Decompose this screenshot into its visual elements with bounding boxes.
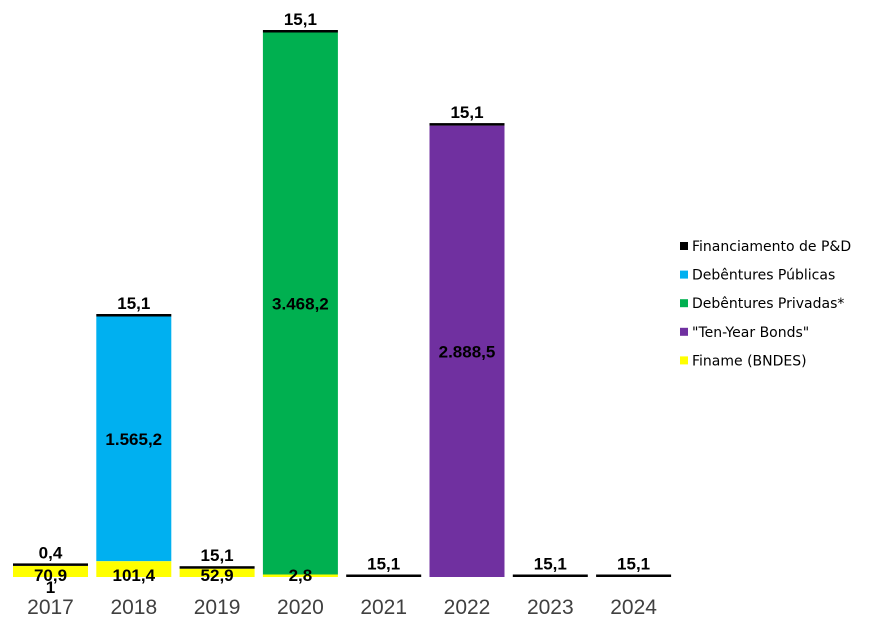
bar-finame-bndes-2020 [262,574,338,577]
x-tick-label-2021: 2021 [360,596,407,618]
data-label-2023-14: 15,1 [534,555,567,574]
bars-group [13,30,672,577]
x-tick-label-2017: 2017 [27,596,74,618]
bar-financiamento-de-p-d-2017 [13,563,88,566]
bar-financiamento-de-p-d-2023 [512,574,588,577]
data-label-2024-15: 15,1 [617,555,650,574]
bar-financiamento-de-p-d-2024 [596,574,672,577]
legend-swatch-financiamento-de-p-d [680,242,688,250]
data-label-2020-10: 2,8 [289,566,313,585]
legend: Financiamento de P&D Debêntures Públicas D… [680,239,851,369]
data-label-2022-13: 2.888,5 [439,342,496,361]
data-label-2018-5: 101,4 [113,566,156,585]
bar-finame-bndes-2017 [13,565,88,577]
legend-label-deb-ntures-p-blicas: Debêntures Públicas [692,268,835,284]
bar-financiamento-de-p-d-2019 [179,566,255,569]
legend-label-financiamento-de-p-d: Financiamento de P&D [692,239,851,255]
data-label-2018-4: 1.565,2 [105,430,162,449]
bar-financiamento-de-p-d-2018 [96,314,172,317]
x-tick-label-2024: 2024 [610,596,657,618]
bar-finame-bndes-2019 [179,568,255,577]
x-tick-label-2020: 2020 [277,596,324,618]
x-tick-label-2018: 2018 [110,596,157,618]
bar-deb-ntures-p-blicas-2018 [96,316,172,562]
data-label-2017-1: 70,9 [34,566,67,585]
data-label-2017-0: 0,4 [39,543,63,562]
legend-swatch-deb-ntures-privadas [680,299,688,308]
data-label-2018-3: 15,1 [117,294,150,313]
x-tick-label-2023: 2023 [527,596,574,618]
data-label-2017-2: 1 [46,578,55,597]
legend-swatch-deb-ntures-p-blicas [680,270,688,279]
data-label-2022-12: 15,1 [450,103,483,122]
legend-label-finame-bndes: Finame (BNDES) [692,353,807,369]
data-label-2020-9: 3.468,2 [272,295,329,314]
bar-financiamento-de-p-d-2020 [262,30,338,33]
x-tick-label-2022: 2022 [444,596,491,618]
x-tick-label-2019: 2019 [194,596,241,618]
bar-deb-ntures-privadas-2020 [262,32,338,575]
legend-label-ten-year-bonds: "Ten-Year Bonds" [692,325,809,341]
bar-ten-year-bonds-2022 [429,125,505,577]
data-label-2019-7: 52,9 [201,566,234,585]
legend-label-deb-ntures-privadas: Debêntures Privadas* [692,296,844,312]
x-axis-labels: 2017 2018 2019 2020 2021 2022 2023 2024 [27,596,657,618]
data-labels-group: 0,470,9115,11.565,2101,415,152,915,13.46… [34,10,650,597]
bar-finame-bndes-2018 [96,561,172,577]
data-label-2020-8: 15,1 [284,10,317,29]
bar-financiamento-de-p-d-2022 [429,123,505,126]
legend-swatch-ten-year-bonds [680,327,688,336]
data-label-2019-6: 15,1 [201,546,234,565]
data-label-2021-11: 15,1 [367,555,400,574]
bar-financiamento-de-p-d-2021 [346,574,422,577]
legend-swatch-finame-bndes [680,356,688,365]
